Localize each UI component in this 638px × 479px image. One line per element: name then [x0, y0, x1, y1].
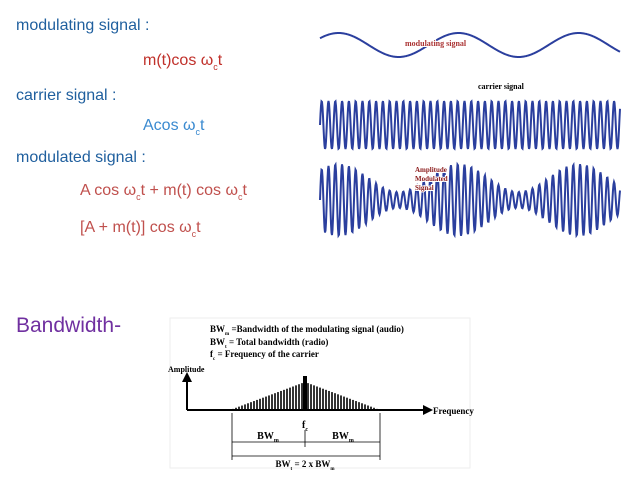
- slide-text-part: t: [200, 117, 205, 134]
- subscript: c: [213, 357, 216, 362]
- wave-label: carrier signal: [478, 82, 525, 91]
- subscript: t: [225, 345, 227, 350]
- wave-label: Modulated: [415, 175, 448, 183]
- bandwidth-diagram: [182, 372, 433, 460]
- diagram-label: fc = Frequency of the carrier: [210, 349, 319, 362]
- arrow-head: [423, 405, 433, 415]
- wave-label-part: Signal: [415, 184, 434, 192]
- wave-label-part: Modulated: [415, 175, 448, 183]
- diagram-label-part: f: [210, 349, 214, 359]
- slide-text-part: t + m(t) cos ω: [141, 182, 238, 199]
- slide-text-part: A cos ω: [80, 182, 136, 199]
- diagram-label-part: BW: [257, 431, 274, 442]
- subscript: m: [225, 332, 230, 337]
- slide-text-part: modulated signal :: [16, 149, 146, 166]
- diagram-label: BWm: [257, 431, 279, 444]
- subscript: c: [196, 127, 201, 137]
- slide-text: Acos ωct: [143, 117, 205, 137]
- waveforms: [319, 32, 621, 239]
- subscript: m: [349, 438, 354, 444]
- wave-label: Amplitude: [415, 166, 447, 174]
- diagram-label-part: BW: [332, 431, 349, 442]
- subscript: m: [330, 467, 335, 472]
- diagram-label: BWm: [332, 431, 354, 444]
- wave-label: modulating signal: [405, 39, 467, 48]
- diagram-label-part: BW: [276, 459, 291, 469]
- slide-text-part: m(t)cos ω: [143, 52, 213, 69]
- slide-text-part: t: [196, 219, 201, 236]
- diagram-label-part: BW: [210, 337, 225, 347]
- diagram-label: BWm =Bandwidth of the modulating signal …: [210, 324, 404, 337]
- diagram-label-part: Amplitude: [168, 365, 205, 374]
- diagram-label-part: = 2 x BW: [292, 459, 330, 469]
- wave-label-part: carrier signal: [478, 82, 525, 91]
- slide-text-part: t: [242, 182, 247, 199]
- diagram-label-part: = Total bandwidth (radio): [227, 337, 329, 347]
- diagram-label: Frequency: [433, 406, 474, 416]
- slide-text: modulating signal :: [16, 17, 149, 34]
- subscript: m: [274, 438, 279, 444]
- slide-text: [A + m(t)] cos ωct: [80, 219, 201, 239]
- slide-text-part: carrier signal :: [16, 87, 116, 104]
- subscript: c: [305, 427, 308, 433]
- diagram-label-part: = Frequency of the carrier: [215, 349, 319, 359]
- carrier-wave: [319, 99, 621, 151]
- slide-text-part: Acos ω: [143, 117, 196, 134]
- modulated-wave: [319, 161, 621, 239]
- modulating-wave: [319, 32, 621, 58]
- slide-text: modulated signal :: [16, 149, 146, 166]
- diagram-label-part: =Bandwidth of the modulating signal (aud…: [229, 324, 404, 334]
- wave-label: Signal: [415, 184, 434, 192]
- diagram-label: BWt = Total bandwidth (radio): [210, 337, 328, 350]
- diagram-label-part: BW: [210, 324, 225, 334]
- slide-text: m(t)cos ωct: [143, 52, 223, 72]
- subscript: t: [291, 467, 293, 472]
- slide-text-part: [A + m(t)] cos ω: [80, 219, 192, 236]
- diagram-label-part: f: [302, 420, 306, 431]
- subscript: c: [213, 62, 218, 72]
- slide-text: carrier signal :: [16, 87, 116, 104]
- diagram-label-part: Frequency: [433, 406, 474, 416]
- arrow-head: [182, 372, 192, 382]
- diagram-label: BWt = 2 x BWm: [276, 459, 336, 472]
- subscript: c: [192, 229, 197, 239]
- subscript: c: [238, 192, 243, 202]
- slide-text: A cos ωct + m(t) cos ωct: [80, 182, 247, 202]
- slide-text-part: Bandwidth-: [16, 314, 121, 337]
- slide-text: Bandwidth-: [16, 314, 121, 337]
- diagram-label: Amplitude: [168, 365, 205, 374]
- slide-text-part: modulating signal :: [16, 17, 149, 34]
- wave-label-part: modulating signal: [405, 39, 467, 48]
- wave-label-part: Amplitude: [415, 166, 447, 174]
- subscript: c: [136, 192, 141, 202]
- diagram-label: fc: [302, 420, 308, 433]
- slide-text-part: t: [218, 52, 223, 69]
